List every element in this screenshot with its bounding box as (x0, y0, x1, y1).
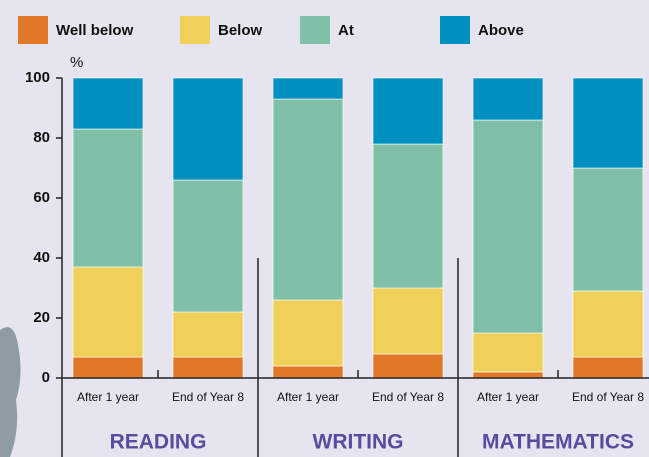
legend-swatch (18, 16, 48, 44)
y-tick-label: 80 (33, 129, 50, 146)
legend-swatch (440, 16, 470, 44)
y-axis-unit: % (70, 54, 83, 71)
x-tick-label: End of Year 8 (372, 390, 444, 404)
bar-segment (272, 365, 344, 379)
bar-segment (372, 77, 444, 145)
legend-swatch (300, 16, 330, 44)
y-tick-label: 40 (33, 249, 50, 266)
legend-label: Well below (56, 22, 134, 39)
x-tick-label: After 1 year (277, 390, 339, 404)
legend-swatch (180, 16, 210, 44)
bar-segment (472, 371, 544, 379)
y-tick-label: 60 (33, 189, 50, 206)
decor-figure (0, 327, 21, 457)
legend-label: Below (218, 22, 263, 39)
group-label: WRITING (313, 431, 404, 454)
group-label: MATHEMATICS (482, 431, 634, 454)
x-tick-label: After 1 year (77, 390, 139, 404)
bar-segment (272, 77, 344, 100)
bar-segment (172, 179, 244, 313)
bar-segment (572, 356, 644, 379)
bar-segment (72, 128, 144, 268)
bar-segment (472, 119, 544, 334)
bar-segment (72, 266, 144, 358)
bar-segment (72, 77, 144, 130)
bar-segment (272, 299, 344, 367)
x-tick-label: End of Year 8 (172, 390, 244, 404)
bar-segment (172, 311, 244, 358)
legend-label: At (338, 22, 354, 39)
bar-segment (272, 98, 344, 301)
y-tick-label: 100 (25, 69, 50, 86)
legend-label: Above (478, 22, 524, 39)
bar-segment (172, 356, 244, 379)
x-tick-label: End of Year 8 (572, 390, 644, 404)
bar-segment (472, 77, 544, 121)
bar-segment (172, 77, 244, 181)
bar-segment (372, 287, 444, 355)
bar-segment (372, 353, 444, 379)
x-tick-label: After 1 year (477, 390, 539, 404)
y-tick-label: 0 (42, 369, 50, 386)
bar-segment (472, 332, 544, 373)
group-label: READING (110, 431, 207, 454)
bar-segment (372, 143, 444, 289)
bar-segment (572, 77, 644, 169)
bar-segment (72, 356, 144, 379)
bar-segment (572, 290, 644, 358)
y-tick-label: 20 (33, 309, 50, 326)
bar-segment (572, 167, 644, 292)
